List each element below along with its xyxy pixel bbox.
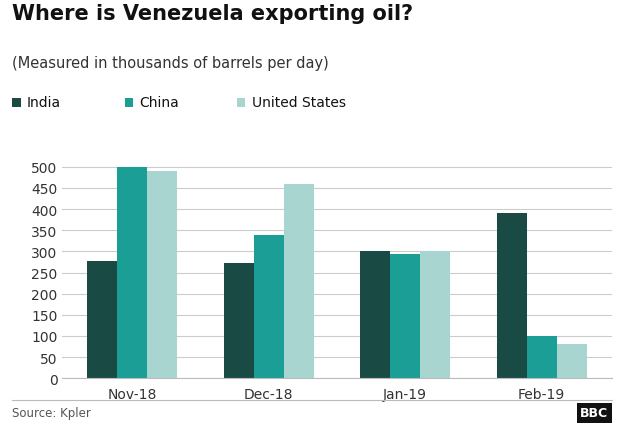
Bar <box>557 345 587 378</box>
Text: India: India <box>27 96 61 110</box>
Bar <box>284 184 314 378</box>
Text: BBC: BBC <box>580 406 608 419</box>
Text: Where is Venezuela exporting oil?: Where is Venezuela exporting oil? <box>12 4 414 24</box>
Text: United States: United States <box>251 96 346 110</box>
Bar <box>420 252 450 378</box>
Text: Source: Kpler: Source: Kpler <box>12 406 91 419</box>
Bar <box>147 172 177 378</box>
Bar <box>224 263 254 378</box>
Bar <box>527 336 557 378</box>
Bar <box>497 214 527 378</box>
Text: China: China <box>139 96 179 110</box>
Bar <box>254 235 284 378</box>
Bar <box>87 261 117 378</box>
Bar <box>117 167 147 378</box>
Bar <box>390 254 420 378</box>
Bar <box>360 252 390 378</box>
Text: (Measured in thousands of barrels per day): (Measured in thousands of barrels per da… <box>12 56 329 71</box>
